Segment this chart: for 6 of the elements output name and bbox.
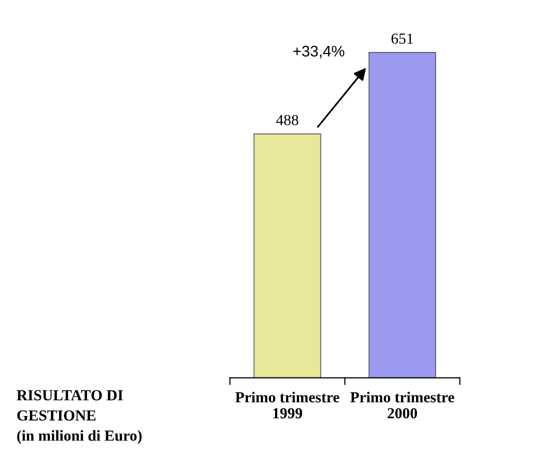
x-tick-label: Primo trimestre 1999	[235, 392, 340, 418]
x-tick-label: Primo trimestre 2000	[350, 392, 454, 418]
text: RISULTATO DI GESTIONE (in milioni di Euro)	[16, 390, 142, 444]
data-label: 651	[392, 34, 413, 44]
data-label: 488	[276, 114, 298, 126]
annotation: +33,4%	[293, 46, 344, 58]
